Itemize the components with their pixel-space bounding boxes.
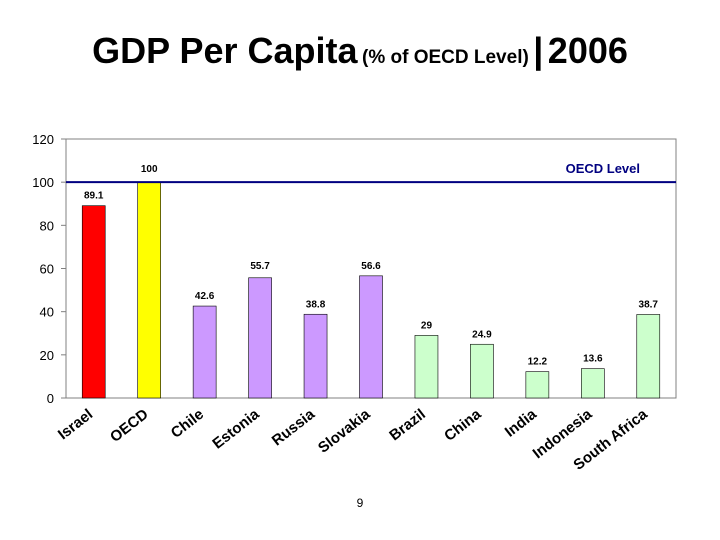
- data-label: 38.8: [306, 299, 326, 310]
- bar: [636, 314, 661, 399]
- title-main: GDP Per Capita: [92, 30, 358, 71]
- bar: [137, 181, 161, 399]
- data-label: 29: [421, 320, 433, 331]
- bar: [525, 371, 550, 399]
- bar: [581, 368, 605, 399]
- bar: [470, 343, 494, 399]
- bar: [414, 335, 439, 399]
- bar: [81, 205, 106, 399]
- data-label: 89.1: [84, 191, 104, 202]
- category-label: Chile: [168, 406, 207, 442]
- y-tick-label: 60: [40, 262, 54, 277]
- bar: [359, 275, 383, 399]
- y-tick-label: 40: [40, 305, 54, 320]
- page-number: 9: [356, 496, 364, 510]
- category-label: India: [502, 405, 541, 440]
- category-label: Estonia: [209, 405, 263, 452]
- data-label: 55.7: [250, 261, 270, 272]
- slide-title: GDP Per Capita (% of OECD Level) | 2006: [0, 30, 720, 72]
- bar: [303, 313, 328, 399]
- data-label: 38.7: [639, 299, 659, 310]
- data-label: 100: [141, 164, 158, 175]
- category-label: Israel: [55, 406, 96, 444]
- category-label: Russia: [269, 405, 319, 449]
- title-subtitle: (% of OECD Level): [362, 47, 529, 68]
- category-label: China: [441, 405, 485, 444]
- title-year: 2006: [547, 30, 628, 71]
- y-tick-label: 0: [47, 391, 54, 406]
- y-tick-label: 20: [40, 348, 54, 363]
- title-separator: |: [533, 30, 544, 71]
- data-label: 24.9: [472, 329, 492, 340]
- y-tick-label: 120: [32, 132, 54, 147]
- data-label: 56.6: [361, 261, 381, 272]
- category-label: Brazil: [386, 406, 429, 445]
- bar: [248, 277, 272, 399]
- data-label: 42.6: [195, 291, 215, 302]
- category-label: Slovakia: [315, 405, 374, 456]
- data-label: 12.2: [528, 357, 548, 368]
- reference-line-label: OECD Level: [566, 161, 640, 176]
- data-label: 13.6: [583, 354, 603, 365]
- y-tick-label: 80: [40, 218, 54, 233]
- bar: [192, 305, 217, 399]
- y-tick-label: 100: [32, 175, 54, 190]
- category-label: OECD: [107, 406, 152, 446]
